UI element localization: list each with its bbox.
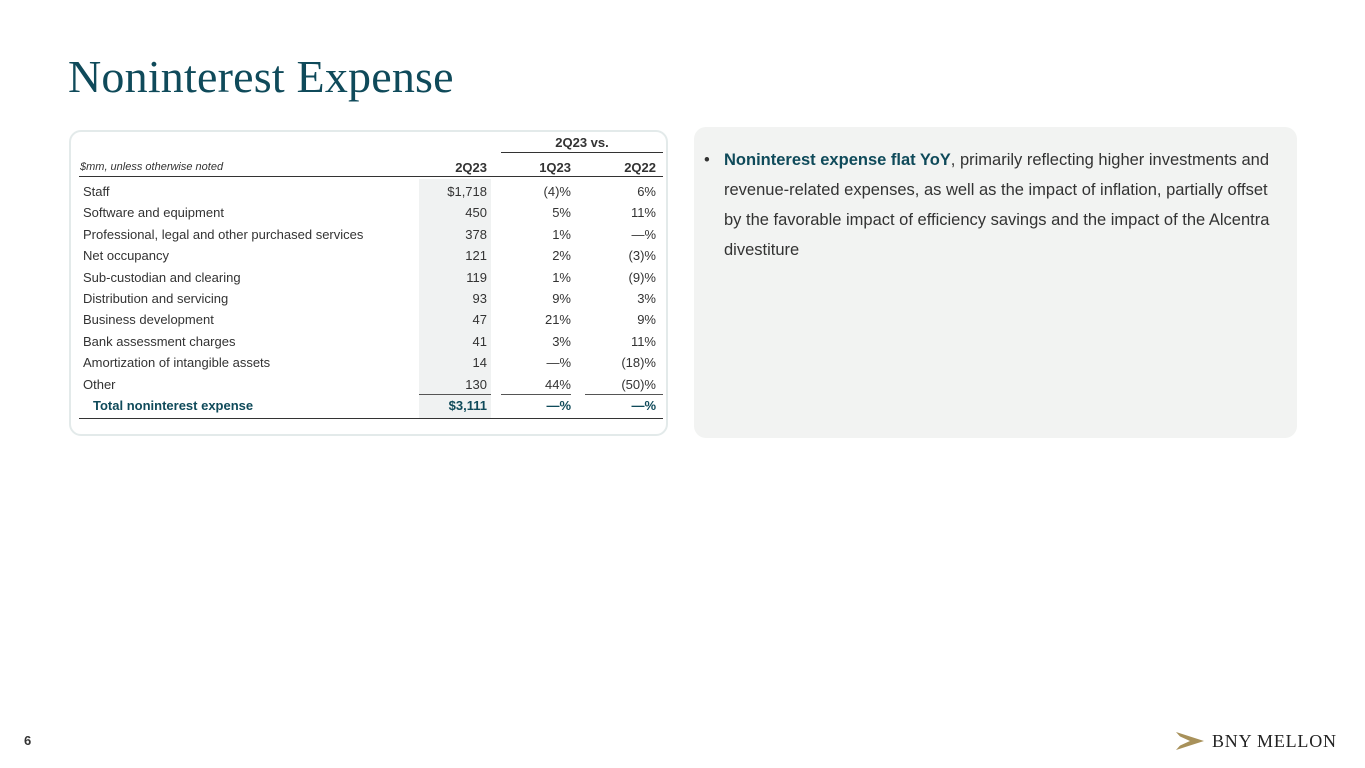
row-label: Software and equipment [83,205,224,221]
total-row: Total noninterest expense $3,111 —% —% [79,395,663,416]
table-row: Distribution and servicing 93 9% 3% [79,288,663,309]
change-vs-2q22: 6% [637,184,656,199]
change-vs-1q23: (4)% [543,184,571,199]
bny-mellon-logo-icon [1176,732,1204,750]
change-vs-2q22: (3)% [628,248,656,264]
row-label: Business development [83,312,214,328]
total-row-label: Total noninterest expense [93,397,254,413]
value-2q23: $1,718 [447,184,487,199]
table-row: Software and equipment 450 5% 11% [79,202,663,223]
table-row: Professional, legal and other purchased … [79,224,663,245]
row-label: Bank assessment charges [83,333,236,349]
value-2q23: 93 [472,290,487,306]
comparison-group-header: 2Q23 vs. [501,134,663,153]
change-vs-1q23: 5% [552,205,571,221]
page-title: Noninterest Expense [68,51,454,102]
total-change-vs-2q22: —% [631,397,656,413]
subtotal-rule [585,394,663,395]
change-vs-2q22: 11% [630,333,656,349]
change-vs-1q23: 9% [552,290,571,306]
bullet-marker: • [704,151,710,169]
column-header-1q23: 1Q23 [539,160,571,175]
subtotal-rule [419,394,491,395]
row-label: Amortization of intangible assets [83,355,271,371]
total-value-2q23: $3,111 [448,397,487,413]
change-vs-1q23: 44% [544,376,571,392]
change-vs-1q23: 21% [544,312,571,328]
value-2q23: 14 [472,355,487,371]
change-vs-1q23: 3% [552,333,571,349]
table-row: Amortization of intangible assets 14 —% … [79,352,663,373]
value-2q23: 47 [472,312,487,328]
change-vs-2q22: (18)% [621,355,656,371]
change-vs-2q22: 3% [637,290,656,306]
change-vs-1q23: 2% [552,248,571,264]
column-header-2q22: 2Q22 [624,160,656,175]
value-2q23: 121 [465,248,487,264]
total-change-vs-1q23: —% [546,397,571,413]
change-vs-2q22: 9% [637,312,656,328]
bullet-text: , primarily reflecting higher investment… [724,151,1270,259]
row-label: Professional, legal and other purchased … [83,226,364,242]
commentary-panel: • Noninterest expense flat YoY, primaril… [694,127,1297,438]
units-label: $mm, unless otherwise noted [80,161,224,173]
table-row: Sub-custodian and clearing 119 1% (9)% [79,267,663,288]
table-row: Net occupancy 121 2% (3)% [79,245,663,266]
table-row: Other 130 44% (50)% [79,374,663,395]
logo-wordmark: BNY MELLON [1212,730,1337,751]
change-vs-2q22: (9)% [628,269,656,285]
commentary-bullet: • Noninterest expense flat YoY, primaril… [704,145,1274,265]
value-2q23: 119 [466,269,487,285]
bullet-bold-lead: Noninterest expense flat YoY [724,151,951,169]
column-header-2q23: 2Q23 [455,160,487,175]
change-vs-2q22: (50)% [621,376,656,392]
change-vs-2q22: 11% [630,205,656,221]
table-row: Bank assessment charges 41 3% 11% [79,331,663,352]
change-vs-1q23: 1% [552,226,571,242]
subtotal-rule [501,394,571,395]
value-2q23: 450 [465,205,487,221]
row-label: Net occupancy [83,248,169,264]
value-2q23: 41 [472,333,487,349]
row-label: Other [83,376,116,392]
change-vs-2q22: —% [631,226,656,242]
row-label: Distribution and servicing [83,290,229,306]
bny-mellon-logo: BNY MELLON [1176,728,1337,754]
change-vs-1q23: —% [546,355,571,371]
expense-table-card: 2Q23 vs. $mm, unless otherwise noted 2Q2… [69,130,668,436]
row-label: Staff [83,184,110,199]
value-2q23: 378 [465,226,487,242]
table-row: Business development 47 21% 9% [79,309,663,330]
table-bottom-rule [79,418,663,419]
table-header-row: $mm, unless otherwise noted 2Q23 1Q23 2Q… [79,160,663,177]
table-body: Staff $1,718 (4)% 6% Software and equipm… [79,181,663,416]
current-quarter-column-shading [419,179,491,418]
row-label: Sub-custodian and clearing [83,269,241,285]
value-2q23: 130 [465,376,487,392]
page-number: 6 [24,733,32,748]
table-row: Staff $1,718 (4)% 6% [79,181,663,202]
change-vs-1q23: 1% [552,269,571,285]
